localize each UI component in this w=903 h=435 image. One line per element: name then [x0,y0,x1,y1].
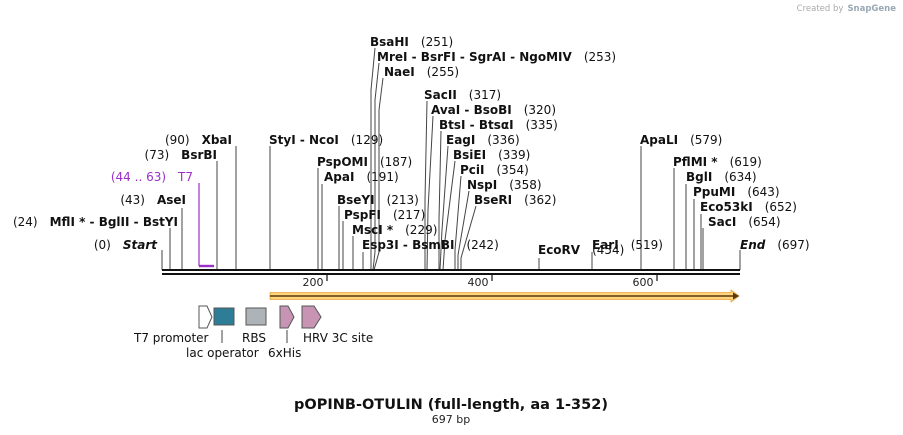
tick-label-600: 600 [633,276,654,289]
leader-bsahi [370,47,376,270]
lac-operator-feature[interactable] [213,307,235,326]
feature-label-rbs: RBS [242,331,266,345]
tick-label-400: 400 [468,276,489,289]
feature-label-lac-operator: lac operator [186,346,259,360]
site-naei[interactable]: NaeI (255) [384,65,459,79]
site-eari[interactable]: EarI (519) [592,238,663,252]
site-btsi[interactable]: BtsI - BtsαI (335) [439,118,558,132]
6xhis-feature[interactable] [279,305,295,329]
site-eagi[interactable]: EagI (336) [446,133,520,147]
site-eco53ki[interactable]: Eco53kI (652) [700,200,797,214]
site-bsrbi[interactable]: (73) BsrBI [145,148,217,162]
hrv-3c-site-feature[interactable] [301,305,322,329]
site-nspi[interactable]: NspI (358) [467,178,542,192]
site-pspomi[interactable]: PspOMI (187) [317,155,412,169]
map-length: 697 bp [432,413,470,426]
site-pspfi[interactable]: PspFI (217) [344,208,425,222]
leader-eagi [439,145,449,271]
sequence-backbone [162,269,740,281]
primer-t7-label[interactable]: (44 .. 63) T7 [111,170,193,184]
site-apali[interactable]: ApaLI (579) [640,133,722,147]
leader-bsiei [442,160,456,271]
leader-avai [426,115,434,271]
leader-mrei [372,62,380,271]
site-msci[interactable]: MscI * (229) [352,223,437,237]
site-ppumi[interactable]: PpuMI (643) [693,185,780,199]
orf-arrow-head [733,292,739,300]
leader-sacii [424,100,428,270]
site-pcii[interactable]: PciI (354) [460,163,529,177]
tick-label-200: 200 [303,276,324,289]
t7-promoter-feature[interactable] [198,305,213,329]
end-label: End (697) [740,238,810,252]
site-styi[interactable]: StyI - NcoI (129) [269,133,383,147]
site-mrei[interactable]: MreI - BsrFI - SgrAI - NgoMIV (253) [377,50,616,64]
feature-label-hrv-3c: HRV 3C site [303,331,373,345]
feature-label-6xhis: 6xHis [268,346,301,360]
orf-arrow[interactable] [269,289,740,303]
snapgene-credit: Created by SnapGene [797,4,897,14]
site-bsiei[interactable]: BsiEI (339) [453,148,530,162]
site-leaders [161,47,741,271]
site-pflmi[interactable]: PflMI * (619) [673,155,762,169]
site-saci[interactable]: SacI (654) [708,215,781,229]
leader-nspi [457,190,470,270]
rbs-feature[interactable] [245,307,267,326]
features [198,305,322,343]
site-sacii[interactable]: SacII (317) [424,88,501,102]
leader-naei [373,77,384,271]
start-label: (0) Start [94,238,158,252]
site-ecorv[interactable]: EcoRV (454) [538,243,624,257]
site-esp3i[interactable]: Esp3I - BsmBI (242) [362,238,499,252]
site-xbai[interactable]: (90) XbaI [165,133,232,147]
leader-pcii [454,175,462,270]
site-bseyi[interactable]: BseYI (213) [337,193,419,207]
leader-bseri [460,205,477,270]
site-bsahi[interactable]: BsaHI (251) [370,35,453,49]
site-avai[interactable]: AvaI - BsoBI (320) [431,103,556,117]
feature-label-t7-promoter: T7 promoter [133,331,209,345]
site-bseri[interactable]: BseRI (362) [474,193,556,207]
site-mlui[interactable]: (24) MflI * - BglII - BstYI [13,215,178,229]
map-title: pOPINB-OTULIN (full-length, aa 1-352) [294,397,608,413]
leader-btsi [438,130,442,270]
site-apai[interactable]: ApaI (191) [324,170,399,184]
site-asei[interactable]: (43) AseI [120,193,186,207]
site-bgli[interactable]: BglI (634) [686,170,757,184]
t7-primer[interactable] [198,183,214,268]
